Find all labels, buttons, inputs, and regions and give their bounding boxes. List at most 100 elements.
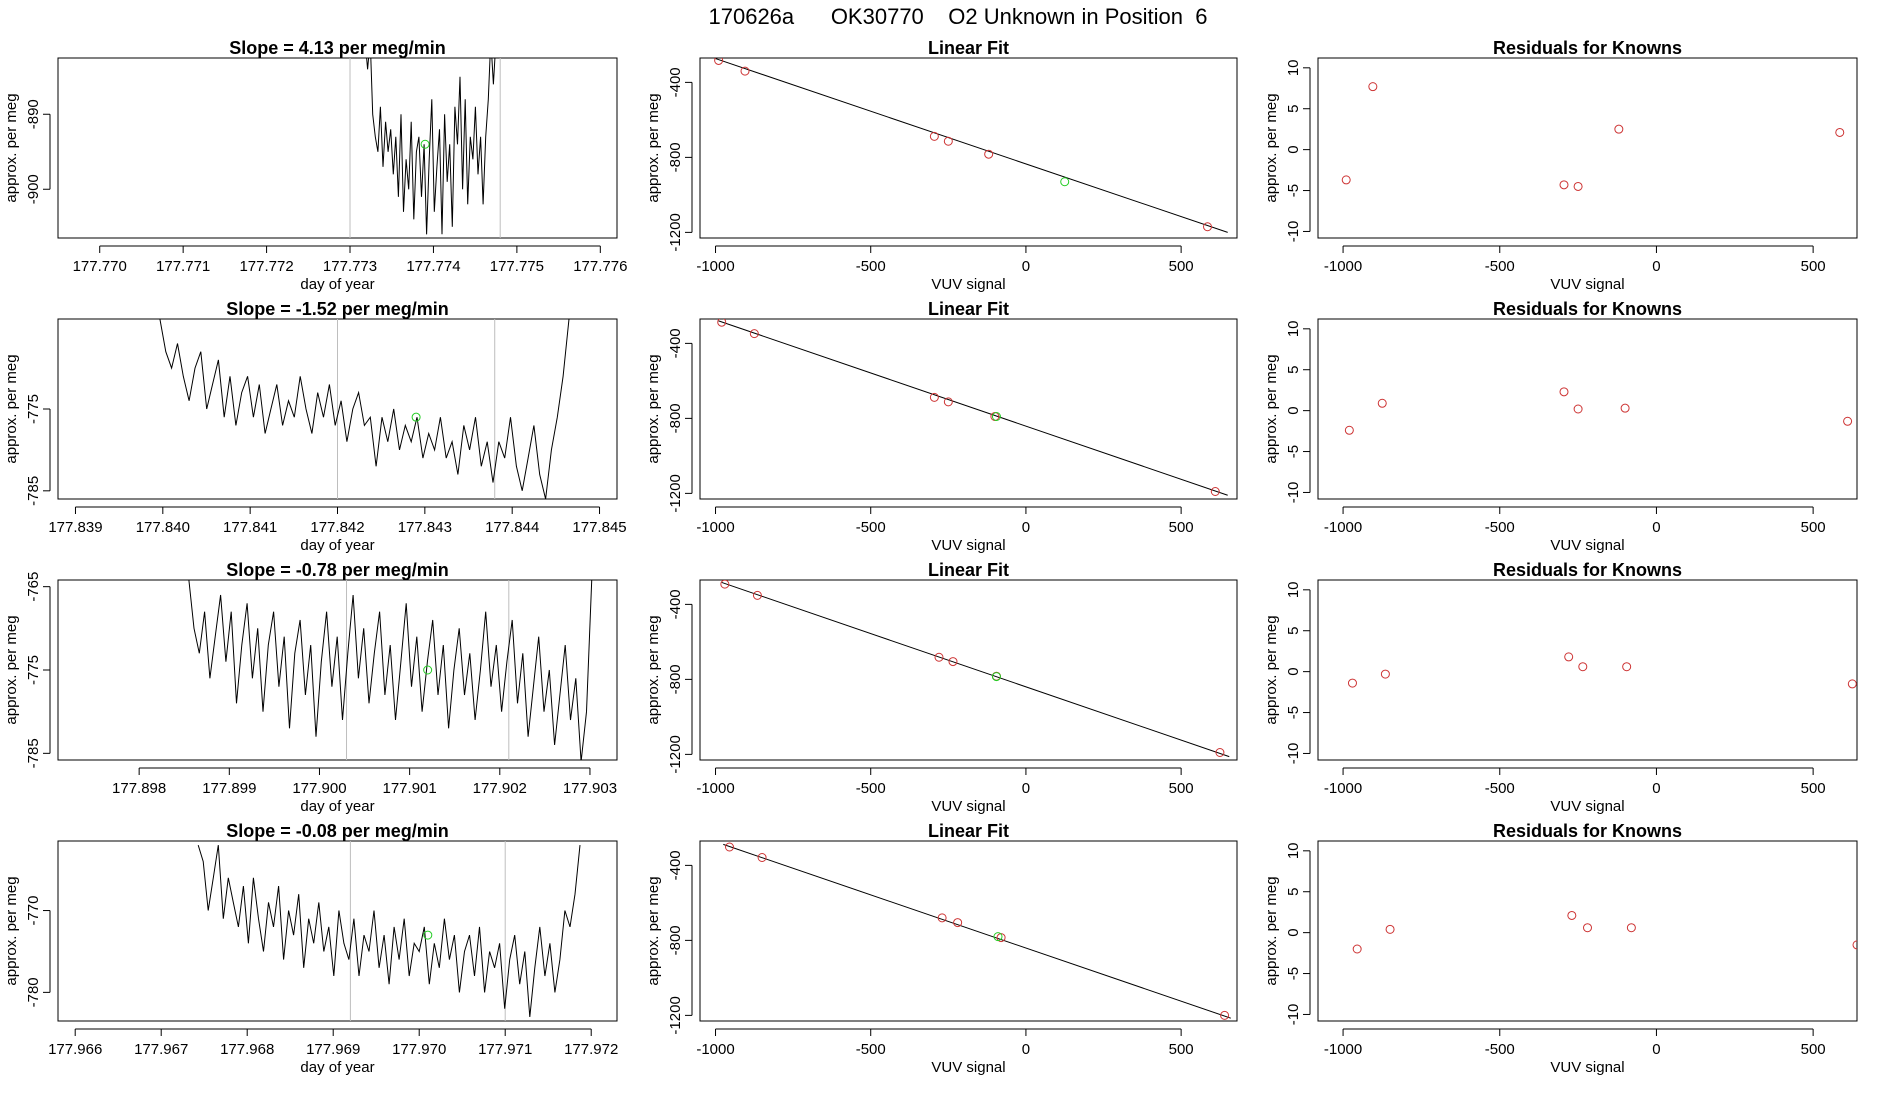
known-point [1210,487,1220,496]
x-tick-label: 177.845 [572,519,626,536]
unknown-marker [423,930,433,940]
residual-point [1578,662,1588,672]
y-tick-label: -800 [667,403,684,433]
x-axis: -1000 -500 0 500 [696,506,1194,536]
plot-area [349,58,501,238]
x-tick-label: 177.903 [563,780,617,797]
x-tick-label: -1000 [696,780,734,797]
x-axis: -1000 -500 0 500 [1324,1028,1826,1058]
x-tick-label: 177.900 [292,780,346,797]
x-axis-label: VUV signal [931,537,1005,554]
chart-title: Slope = -0.78 per meg/min [226,560,449,580]
known-point [1220,1010,1230,1020]
x-tick-label: 0 [1022,780,1030,797]
x-tick-label: 177.971 [478,1041,532,1058]
y-tick-label: -1200 [667,213,684,251]
residual-point [1341,175,1351,185]
y-tick-label: -1200 [667,474,684,512]
residual-point [1559,180,1569,190]
plot-area [197,841,581,1021]
x-tick-label: -500 [1485,780,1515,797]
x-axis: 177.966 177.967 177.968 177.969 177.970 177.9… [48,1028,618,1058]
plot-area [1352,910,1857,954]
known-point [717,319,727,327]
known-point [720,580,730,589]
x-tick-label: -500 [856,780,886,797]
y-tick-label: -10 [1285,743,1302,765]
residual-point [1573,181,1583,191]
y-tick-label: -5 [1285,706,1302,719]
x-tick-label: 177.969 [306,1041,360,1058]
y-tick-label: -400 [667,67,684,97]
known-point [757,853,767,862]
residual-point [1620,403,1630,413]
residual-point [1380,669,1390,679]
x-axis-label: VUV signal [931,798,1005,815]
x-tick-label: -1000 [696,1041,734,1058]
known-point [937,913,947,923]
x-axis: -1000 -500 0 500 [1324,767,1826,797]
unknown-point [991,412,1001,421]
x-axis: 177.839 177.840 177.841 177.842 177.843 177.8… [48,506,627,536]
panel-fit-row-3: Linear Fit -1000 -500 0 500 VUV signal -1200 -8… [645,560,1238,815]
x-axis-label: VUV signal [1550,1059,1624,1076]
known-point [929,131,939,141]
x-axis: -1000 -500 0 500 [696,767,1194,797]
fit-line [715,58,1228,233]
residual-point [1614,124,1624,134]
residual-point [1347,678,1357,688]
plot-frame [57,57,618,239]
y-axis: -10 -5 0 5 10 [1285,581,1311,765]
known-point [749,329,759,339]
plot-frame [57,840,618,1022]
x-axis: -1000 -500 0 500 [1324,245,1826,275]
y-tick-label: 5 [1285,366,1302,374]
x-tick-label: 177.840 [136,519,190,536]
residual-point [1583,923,1592,933]
chart-title: Residuals for Knowns [1493,38,1682,58]
known-point [943,136,953,146]
trace-line [197,844,581,1017]
panel-fit-row-1: Linear Fit -1000 -500 0 500 VUV signal -1200 -8… [645,38,1238,293]
y-tick-label: -400 [667,850,684,880]
y-axis-label: approx. per meg [3,93,20,202]
y-axis-label: approx. per meg [1263,93,1280,202]
x-axis-label: VUV signal [931,1059,1005,1076]
x-tick-label: 500 [1801,519,1826,536]
y-tick-label: -780 [25,977,42,1007]
plot-area [723,842,1231,1020]
y-axis-label: approx. per meg [3,354,20,463]
y-axis: -1200 -800 -400 [667,328,693,513]
residual-point [1626,923,1636,933]
x-axis: -1000 -500 0 500 [696,245,1194,275]
x-tick-label: -1000 [1324,258,1362,275]
y-tick-label: 10 [1285,842,1302,859]
y-axis: -1200 -800 -400 [667,589,693,774]
residual-point [1852,940,1857,950]
x-tick-label: 177.899 [202,780,256,797]
residual-point [1835,127,1845,137]
known-point [714,58,724,65]
residual-point [1344,425,1354,435]
x-tick-label: -1000 [1324,1041,1362,1058]
fit-line [723,843,1231,1019]
x-tick-label: 177.844 [485,519,539,536]
y-tick-label: 0 [1285,928,1302,936]
plot-frame [699,57,1238,239]
x-axis-label: VUV signal [1550,276,1624,293]
y-tick-label: -900 [25,174,42,204]
y-tick-label: -400 [667,589,684,619]
y-tick-label: -400 [667,328,684,358]
x-tick-label: 500 [1801,1041,1826,1058]
y-tick-label: -800 [667,664,684,694]
x-tick-label: 177.771 [156,258,210,275]
y-tick-label: -890 [25,99,42,129]
y-axis: -785 -775 [25,394,51,506]
x-tick-label: 500 [1169,519,1194,536]
x-tick-label: 0 [1652,519,1660,536]
chart-title: Linear Fit [928,821,1009,841]
x-tick-label: 177.772 [239,258,293,275]
panel-residuals-row-4: Residuals for Knowns -1000 -500 0 500 VUV sig… [1263,821,1858,1076]
x-tick-label: -1000 [1324,780,1362,797]
